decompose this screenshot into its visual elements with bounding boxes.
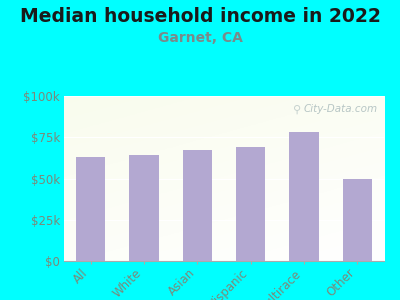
Bar — [129, 155, 159, 261]
Bar — [236, 147, 265, 261]
Bar — [289, 132, 319, 261]
Text: Median household income in 2022: Median household income in 2022 — [20, 8, 380, 26]
Text: City-Data.com: City-Data.com — [304, 104, 378, 114]
Bar — [76, 157, 105, 261]
Bar — [343, 178, 372, 261]
Text: ⚲: ⚲ — [293, 104, 301, 114]
Text: Garnet, CA: Garnet, CA — [158, 32, 242, 46]
Bar — [183, 150, 212, 261]
